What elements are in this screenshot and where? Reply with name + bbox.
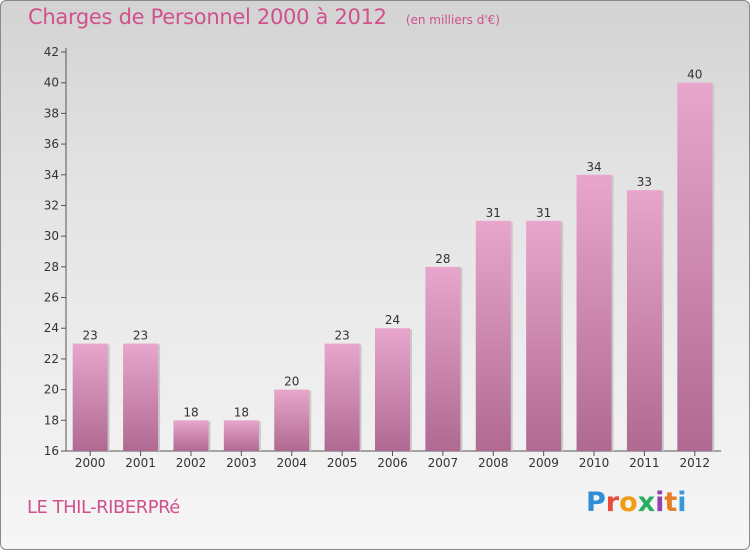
- bar-group: 31: [526, 206, 564, 451]
- logo-letter: P: [586, 487, 606, 518]
- x-tick-label: 2006: [377, 456, 408, 470]
- x-tick-label: 2004: [276, 456, 307, 470]
- x-tick-label: 2001: [125, 456, 156, 470]
- x-tick-label: 2003: [226, 456, 257, 470]
- bar-group: 24: [375, 313, 412, 451]
- bar: [626, 190, 662, 451]
- bar: [324, 343, 360, 451]
- x-tick-label: 2007: [428, 456, 459, 470]
- bar-value-label: 23: [133, 329, 148, 343]
- x-tick-label: 2002: [176, 456, 207, 470]
- bar-value-label: 23: [83, 329, 98, 343]
- y-tick-label: 16: [44, 444, 59, 458]
- bar-group: 18: [173, 405, 211, 451]
- bar-group: 23: [72, 329, 110, 451]
- bar: [123, 343, 159, 451]
- bar-value-label: 24: [385, 313, 400, 327]
- bar: [576, 174, 612, 451]
- y-tick-label: 30: [44, 229, 59, 243]
- logo-letter: o: [619, 487, 638, 518]
- bar: [274, 389, 310, 451]
- bar-value-label: 18: [183, 405, 198, 419]
- bar: [375, 328, 410, 451]
- city-name: LE THIL-RIBERPRé: [27, 497, 180, 518]
- bar-group: 33: [626, 175, 664, 451]
- x-tick-label: 2008: [478, 456, 509, 470]
- logo-letter: t: [664, 487, 678, 518]
- x-tick-label: 2000: [75, 456, 106, 470]
- bar-value-label: 31: [536, 206, 551, 220]
- title-block: Charges de Personnel 2000 à 2012 (en mil…: [28, 5, 500, 29]
- bar: [173, 420, 209, 451]
- bar: [72, 343, 108, 451]
- bar-group: 28: [425, 252, 463, 451]
- bar-group: 20: [274, 375, 312, 451]
- y-tick-label: 42: [44, 45, 59, 59]
- bar-value-label: 40: [687, 68, 702, 82]
- bar: [425, 266, 461, 451]
- bar-value-label: 23: [334, 329, 349, 343]
- x-tick-label: 2005: [327, 456, 358, 470]
- bar-group: 18: [223, 405, 261, 451]
- bar: [526, 220, 562, 451]
- bar-value-label: 18: [234, 405, 249, 419]
- y-tick-label: 18: [44, 413, 59, 427]
- y-tick-label: 20: [44, 383, 59, 397]
- bar-group: 31: [475, 206, 513, 451]
- bars: 23 23 18 18 20 23 24 28 31 31 34 33 40: [72, 68, 715, 451]
- bar-value-label: 33: [637, 175, 652, 189]
- proxiti-logo: Proxiti: [586, 487, 687, 518]
- bar-group: 34: [576, 160, 614, 451]
- bar-value-label: 31: [486, 206, 501, 220]
- y-tick-label: 38: [44, 106, 59, 120]
- logo-letter: r: [605, 487, 620, 518]
- x-tick-label: 2012: [680, 456, 711, 470]
- y-tick-label: 22: [44, 352, 59, 366]
- chart-title: Charges de Personnel 2000 à 2012: [28, 5, 387, 29]
- bar: [223, 420, 259, 451]
- y-tick-label: 40: [44, 76, 59, 90]
- bar-value-label: 20: [284, 375, 299, 389]
- bar-value-label: 34: [586, 160, 601, 174]
- x-tick-label: 2009: [528, 456, 559, 470]
- x-tick-label: 2010: [579, 456, 610, 470]
- x-tick-label: 2011: [629, 456, 660, 470]
- y-tick-label: 28: [44, 260, 59, 274]
- y-tick-label: 34: [44, 168, 59, 182]
- bar-group: 23: [324, 329, 362, 451]
- bar: [677, 82, 713, 451]
- chart-subtitle: (en milliers d'€): [405, 13, 500, 27]
- bar: [475, 220, 511, 451]
- logo-letter: x: [637, 487, 656, 518]
- bar-value-label: 28: [435, 252, 450, 266]
- axes: 16 18 20 22 24 26 28 30 32 34 36 38 40 42 2000 2001 2002…: [44, 45, 721, 470]
- bar-group: 23: [123, 329, 161, 451]
- y-tick-label: 24: [44, 321, 59, 335]
- y-tick-label: 26: [44, 291, 59, 305]
- bar-group: 40: [677, 68, 715, 451]
- y-tick-label: 32: [44, 198, 59, 212]
- logo-letter: i: [655, 487, 665, 518]
- y-tick-label: 36: [44, 137, 59, 151]
- logo-letter: i: [677, 487, 687, 518]
